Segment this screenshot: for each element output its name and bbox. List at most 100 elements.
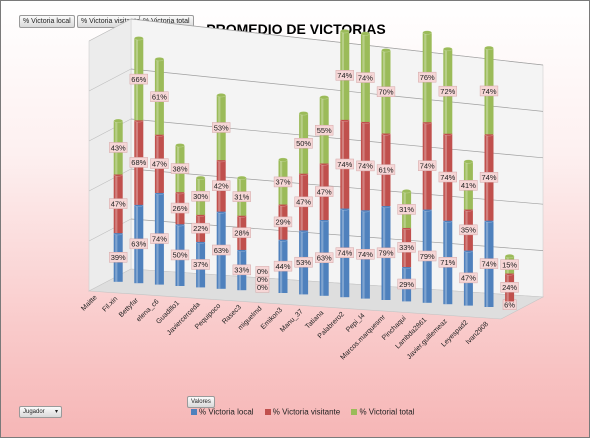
data-label-2-pinchaqui: 76% — [420, 73, 435, 82]
data-label-0-guadillo1: 37% — [193, 260, 208, 269]
data-label-bg-1-fil-xin — [129, 157, 148, 168]
bar-cap-2-manu-37 — [319, 95, 329, 100]
data-label-2-pepi-l4: 70% — [378, 87, 393, 96]
data-label-0-leyespad2: 74% — [481, 259, 496, 268]
data-label-bg-0-bettyfar — [150, 233, 169, 244]
bar-cap-2-miguelmd — [278, 157, 288, 162]
legend-item-local: % Victoria local — [191, 407, 254, 416]
data-label-0-maitte: 39% — [111, 253, 126, 262]
jugador-filter-label: Jugador — [23, 409, 45, 415]
gridline — [130, 18, 544, 66]
bar-cap-2-marcos-marquesmr — [401, 189, 412, 194]
bar-cap-2-lambda2861 — [443, 47, 453, 52]
gridline — [130, 118, 544, 159]
data-label-2-javiercerceda: 53% — [214, 123, 229, 132]
data-label-bg-2-bettyfar — [150, 91, 169, 102]
data-label-bg-2-pinchaqui — [418, 71, 437, 83]
data-label-bg-1-manu-37 — [315, 186, 334, 197]
data-label-1-elena-c6: 26% — [172, 204, 187, 213]
bar-cap-2-emikon3 — [298, 111, 309, 116]
data-label-bg-2-tatiana — [335, 70, 354, 81]
data-label-bg-1-bettyfar — [150, 158, 169, 169]
data-label-bg-2-elena-c6 — [170, 163, 190, 174]
data-label-1-ivan2908: 24% — [502, 283, 517, 292]
data-label-bg-1-maitte — [109, 198, 128, 209]
data-label-bg-1-elena-c6 — [170, 202, 190, 214]
data-label-0-javier-guillemeaz: 47% — [461, 274, 476, 283]
data-label-bg-1-pepi-l4 — [376, 164, 396, 175]
data-label-bg-2-maitte — [109, 142, 128, 153]
data-label-2-manu-37: 55% — [317, 126, 332, 135]
data-label-bg-2-marcos-marquesmr — [397, 204, 416, 215]
bar-cap-2-tatiana — [340, 29, 350, 34]
data-label-0-miguelmd: 44% — [275, 262, 290, 271]
data-label-0-lambda2861: 71% — [440, 258, 455, 267]
data-label-0-emikon3: 53% — [296, 258, 311, 267]
data-label-0-elena-c6: 50% — [172, 251, 187, 260]
data-label-1-palabrero2: 74% — [358, 162, 373, 171]
legend-swatch-visitante — [264, 408, 271, 415]
side-wall — [88, 18, 132, 292]
data-label-1-miguelmd: 29% — [275, 218, 290, 227]
data-label-bg-1-ivan2908 — [500, 282, 519, 293]
data-label-bg-2-palabrero2 — [356, 72, 375, 83]
data-label-bg-0-pequipoco — [232, 264, 251, 276]
data-label-bg-0-javier-guillemeaz — [459, 272, 478, 284]
bar-cap-2-javiercerceda — [216, 93, 226, 98]
data-label-2-fil-xin: 66% — [131, 75, 146, 84]
data-label-bg-0-manu-37 — [315, 252, 334, 263]
data-label-bg-1-palabrero2 — [356, 160, 375, 172]
data-label-bg-1-pinchaqui — [418, 160, 437, 171]
category-label-pepi-l4: Pepi_l4 — [345, 312, 367, 334]
data-label-bg-0-miguelmd — [273, 260, 293, 272]
jugador-filter-dropdown[interactable]: Jugador ▾ — [19, 406, 62, 418]
data-label-2-elena-c6: 38% — [172, 164, 187, 173]
data-label-bg-2-guadillo1 — [191, 190, 210, 202]
data-label-2-rasec3: 0% — [257, 267, 268, 276]
data-label-1-tatiana: 74% — [337, 160, 352, 169]
data-label-2-javier-guillemeaz: 41% — [461, 181, 476, 190]
data-label-bg-1-lambda2861 — [438, 171, 457, 183]
data-label-1-pepi-l4: 61% — [378, 165, 393, 174]
category-label-rasec3: Rasec3 — [221, 304, 243, 326]
data-label-1-rasec3: 0% — [257, 275, 268, 284]
data-label-bg-2-fil-xin — [129, 73, 148, 85]
data-label-bg-1-emikon3 — [294, 196, 313, 208]
data-label-0-manu-37: 63% — [317, 254, 332, 263]
data-label-bg-2-emikon3 — [294, 138, 313, 149]
legend: % Victoria local % Victoria visitante % … — [191, 407, 423, 416]
bar-cap-2-guadillo1 — [195, 175, 206, 181]
gridline — [130, 168, 544, 205]
data-label-bg-1-javier-guillemeaz — [459, 224, 478, 236]
data-label-2-maitte: 43% — [111, 143, 126, 152]
data-label-0-rasec3: 0% — [257, 283, 268, 292]
data-label-1-marcos-marquesmr: 33% — [399, 243, 414, 252]
gridline — [88, 68, 132, 92]
legend-swatch-total — [351, 408, 358, 415]
data-label-0-tatiana: 74% — [337, 248, 352, 257]
category-label-javier-guillemeaz: Javier.guillemeaz — [406, 318, 449, 361]
data-label-1-javiercerceda: 42% — [214, 181, 229, 190]
data-label-bg-2-rasec3 — [255, 266, 270, 277]
category-label-fil-xin: Fil.xin — [101, 295, 119, 313]
data-label-2-pequipoco: 31% — [234, 192, 249, 201]
data-label-2-miguelmd: 37% — [275, 178, 290, 187]
data-label-bg-0-guadillo1 — [191, 259, 210, 270]
data-label-1-maitte: 47% — [111, 199, 126, 208]
legend-swatch-local — [191, 408, 197, 415]
field-button-victoria-local[interactable]: % Victoria local — [19, 15, 75, 28]
data-label-2-ivan2908: 15% — [502, 260, 517, 269]
data-label-bg-0-tatiana — [335, 247, 354, 258]
gridline — [88, 18, 132, 42]
data-label-1-lambda2861: 74% — [440, 173, 455, 182]
values-field-button[interactable]: Valores — [187, 396, 215, 408]
data-label-2-bettyfar: 61% — [152, 93, 167, 102]
data-label-1-fil-xin: 68% — [131, 158, 146, 167]
legend-label-visitante: % Victoria visitante — [272, 407, 341, 417]
data-label-bg-2-ivan2908 — [500, 259, 519, 270]
data-label-bg-2-javier-guillemeaz — [459, 180, 478, 191]
data-label-bg-1-marcos-marquesmr — [397, 242, 416, 253]
data-label-0-pinchaqui: 79% — [420, 252, 435, 261]
data-label-0-marcos-marquesmr: 29% — [399, 280, 414, 289]
